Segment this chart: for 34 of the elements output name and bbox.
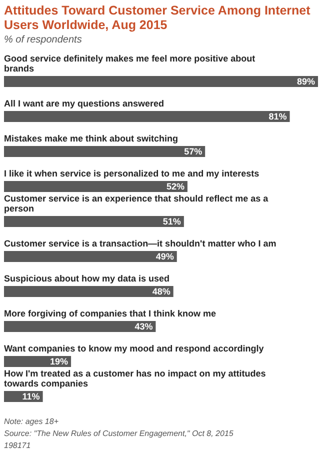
data-label: 43% xyxy=(134,322,153,332)
data-label: 49% xyxy=(156,252,174,262)
y-tick-label: Mistakes make me think about switching xyxy=(4,134,178,144)
y-tick-label: More forgiving of companies that I think know me xyxy=(4,308,216,318)
y-tick-label: Good service definitely makes me feel more positive about brands xyxy=(4,54,256,74)
y-tick-label: Suspicious about how my data is used xyxy=(4,274,170,284)
bar xyxy=(4,251,177,262)
bar xyxy=(4,321,156,332)
bar xyxy=(4,356,72,367)
text: Note: ages 18+ xyxy=(4,417,59,426)
bar xyxy=(4,181,188,192)
data-label: 52% xyxy=(166,182,184,192)
text: 198171 xyxy=(4,441,31,449)
data-label: 19% xyxy=(50,356,68,366)
data-label: 57% xyxy=(184,146,202,156)
y-tick-label: How I'm treated as a customer has no impact on my attitudes towards companies xyxy=(4,368,266,388)
data-label: 89% xyxy=(296,76,315,86)
bar xyxy=(4,111,290,122)
data-label: 11% xyxy=(22,392,40,402)
bar xyxy=(4,286,174,297)
source-note: Source: "The New Rules of Customer Engagement," Oct 8, 2015 xyxy=(4,429,234,438)
data-label: 81% xyxy=(268,112,287,122)
y-tick-label: All I want are my questions answered xyxy=(4,98,164,108)
y-tick-label: Want companies to know my mood and respond accordingly xyxy=(4,344,264,354)
bar xyxy=(4,216,184,227)
y-tick-label: I like it when service is personalized to me and my interests xyxy=(4,168,260,178)
y-tick-label: Customer service is a transaction—it shouldn't matter who I am xyxy=(4,238,276,248)
y-tick-label: Customer service is an experience that should reflect me as a person xyxy=(4,194,270,214)
bar xyxy=(4,146,206,157)
chart-subtitle: % of respondents xyxy=(4,34,82,46)
data-label: 51% xyxy=(162,216,181,226)
chart-title: Attitudes Toward Customer Service Among Internet Users Worldwide, Aug 2015 xyxy=(4,4,312,32)
data-label: 48% xyxy=(152,286,170,296)
bar xyxy=(4,76,318,87)
